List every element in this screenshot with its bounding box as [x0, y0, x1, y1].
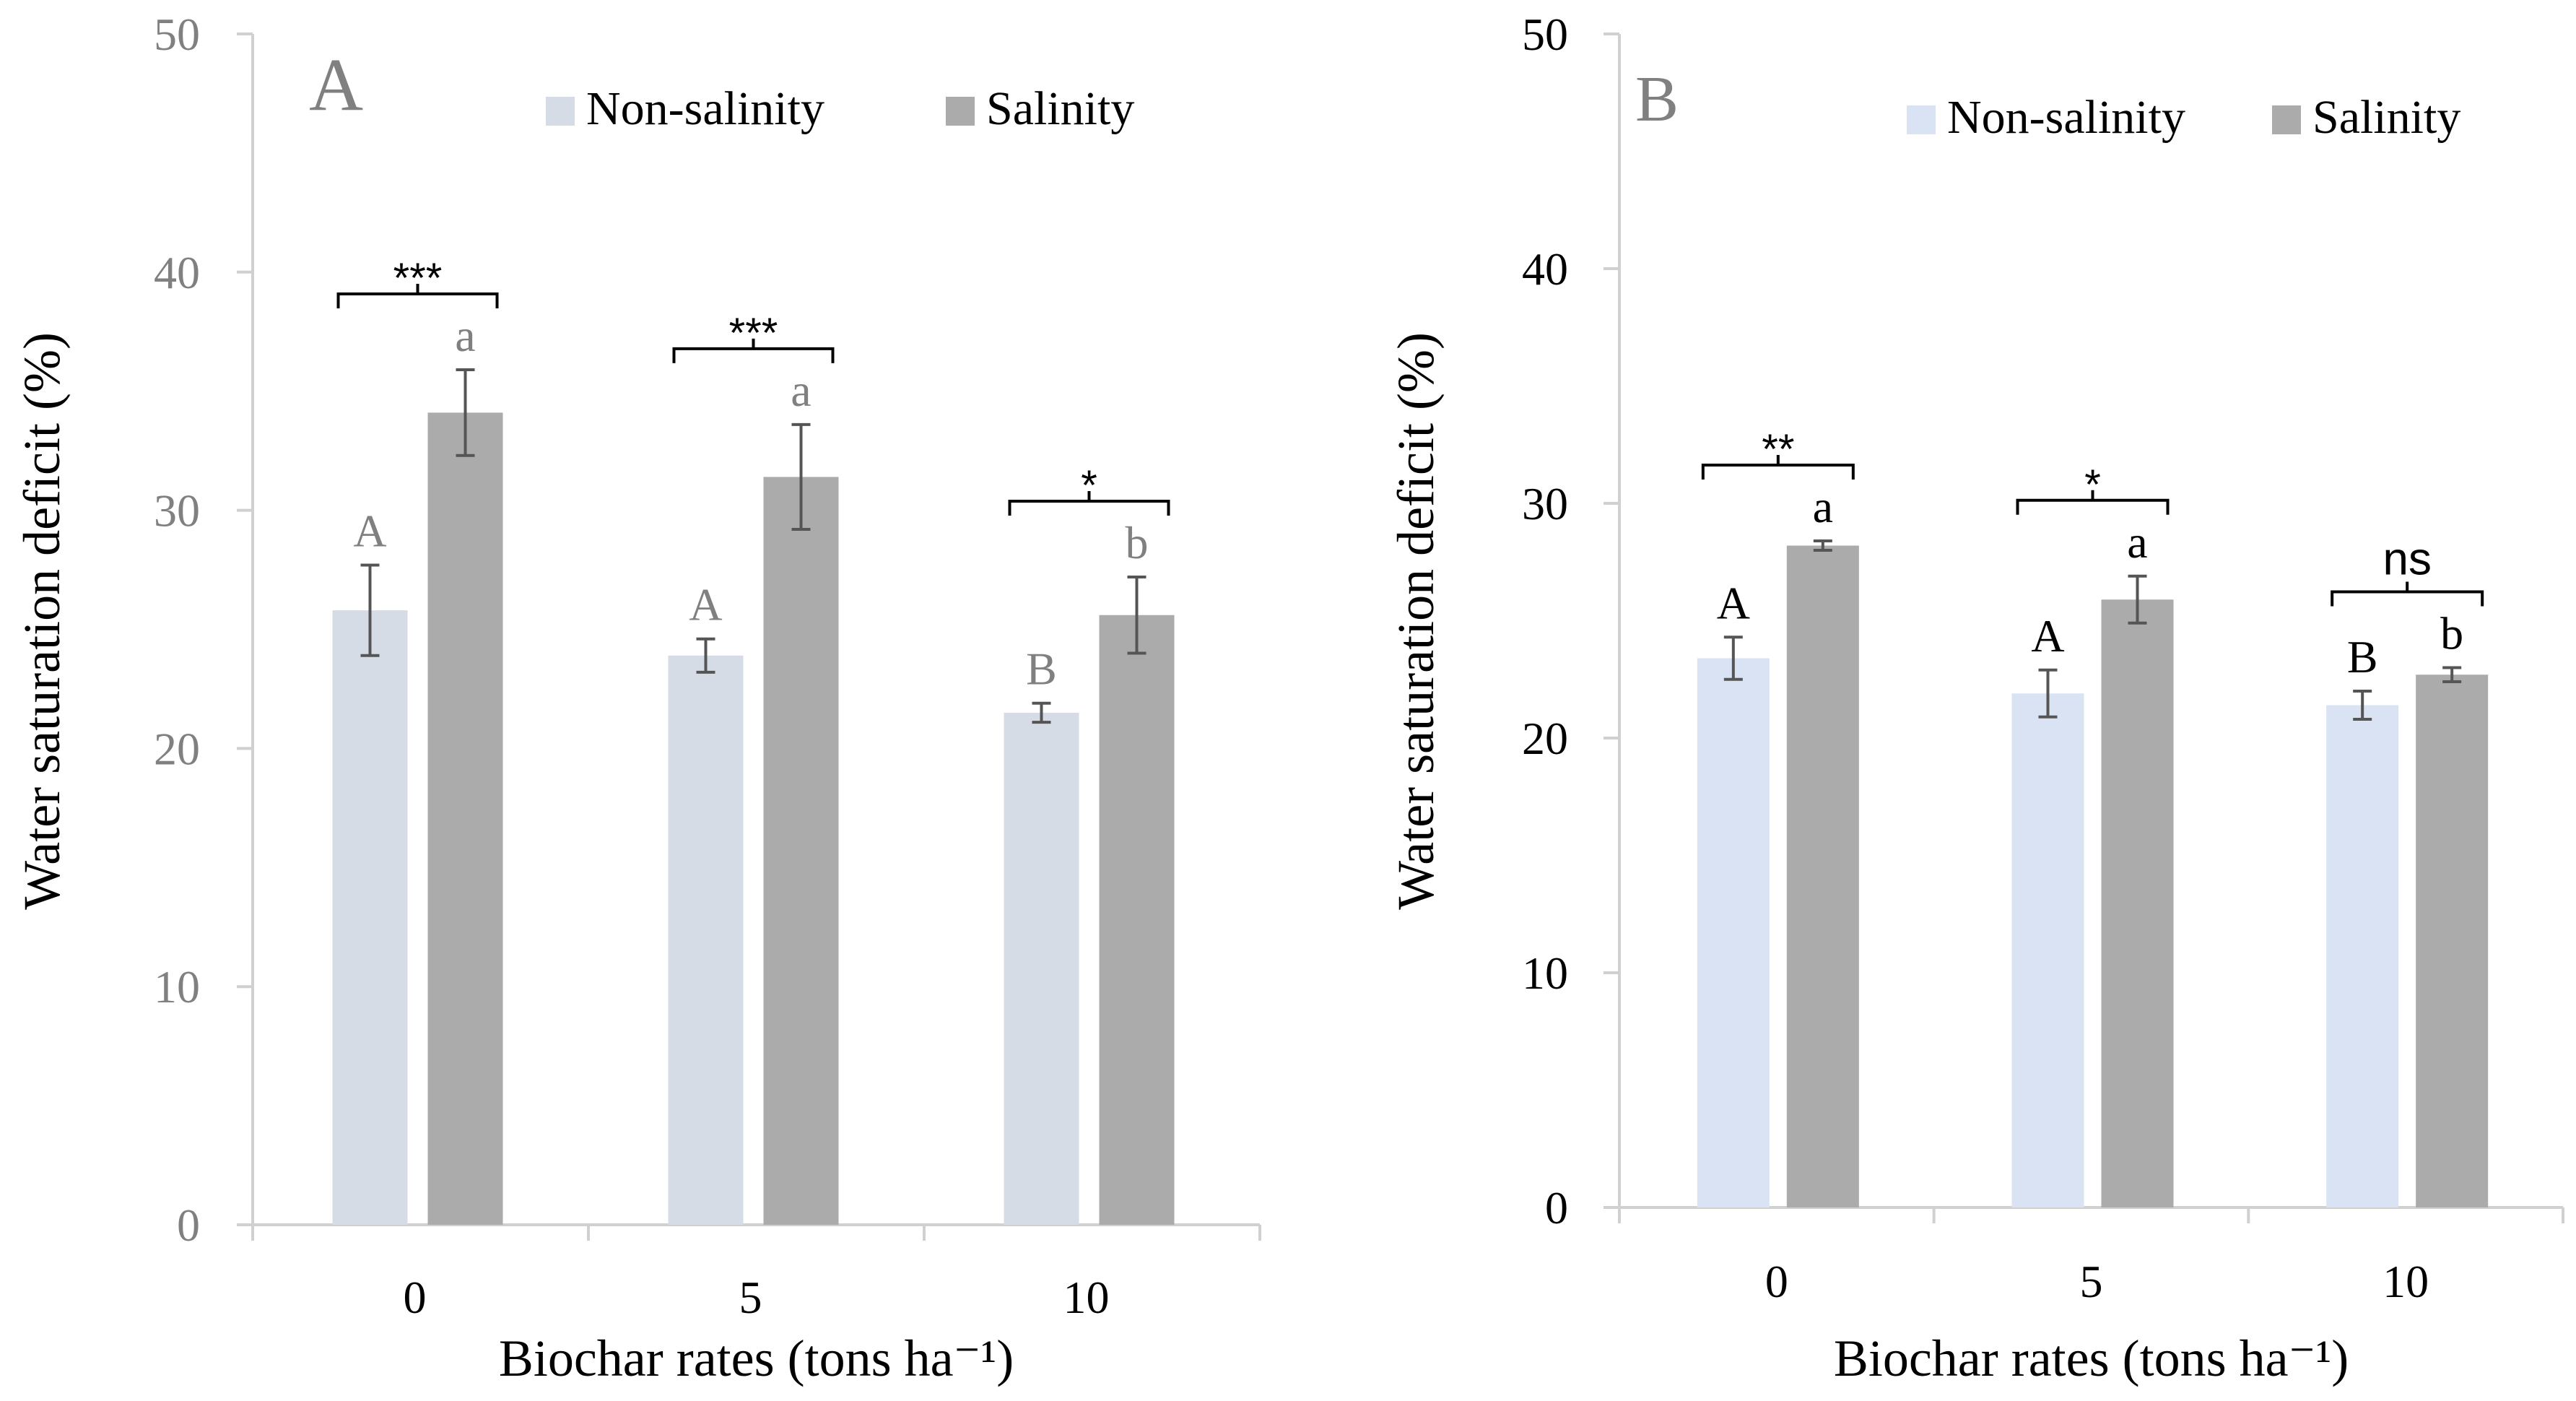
panel-a-significance-stars: *** [729, 310, 778, 357]
panel-a-y-tick-label: 20 [154, 723, 200, 774]
panel-b-legend-swatch-non-salinity [1907, 105, 1936, 134]
panel-a-significance-bracket [1008, 490, 1170, 516]
panel-a-significance-bracket [336, 284, 499, 309]
panel-b-significance-letter: A [2031, 610, 2064, 662]
panel-a-significance-stars: *** [393, 255, 443, 302]
panel-b-x-tick-label: 0 [1765, 1256, 1788, 1307]
panel-b-panel-label: B [1635, 64, 1679, 135]
panel-b-legend-swatch-salinity [2272, 105, 2301, 134]
panel-a-y-tick-label: 50 [154, 9, 200, 60]
panel-a-bar-non-salinity [332, 610, 408, 1225]
panel-b-significance-letter: a [2127, 516, 2147, 568]
panel-a-bar-non-salinity [668, 655, 744, 1225]
panel-b-y-tick-label: 20 [1522, 713, 1568, 764]
panel-a-legend-label: Non-salinity [586, 82, 824, 135]
panel-b-x-tick-label: 10 [2383, 1256, 2429, 1307]
panel-a-significance-letter: A [353, 505, 386, 556]
panel-a-x-tick-label: 0 [404, 1272, 427, 1323]
panel-a-legend-swatch-non-salinity [546, 97, 575, 126]
panel-a-significance-letter: a [791, 365, 811, 416]
panel-b-significance-bracket [1701, 455, 1855, 480]
panel-b-significance-stars: ns [2383, 533, 2432, 585]
panel-a-significance-bracket [672, 338, 835, 363]
panel-a-significance-letter: a [455, 310, 475, 361]
panel-b-significance-stars: * [2084, 461, 2101, 508]
panel-b-bar-non-salinity [2326, 705, 2399, 1207]
panel-a-y-tick-label: 0 [177, 1200, 200, 1251]
panel-b-bar-salinity [2416, 675, 2489, 1207]
panel-b-significance-bracket [2331, 581, 2484, 607]
panel-a-y-axis-title: Water saturation deficit (%) [13, 332, 71, 910]
panel-a-y-tick-label: 30 [154, 485, 200, 537]
panel-a-bar-salinity [1099, 615, 1175, 1225]
panel-b-x-tick-label: 5 [2080, 1256, 2103, 1307]
panel-a-legend-swatch-salinity [946, 97, 975, 126]
panel-a-bar-non-salinity [1004, 712, 1079, 1225]
panel-b-bar-salinity [2101, 599, 2174, 1207]
panel-b-significance-bracket [2016, 490, 2170, 515]
panel-b-y-axis-title: Water saturation deficit (%) [1387, 332, 1445, 910]
panel-b-significance-letter: a [1813, 481, 1833, 532]
panel-a-significance-letter: b [1126, 517, 1149, 568]
panel-b-significance-stars: ** [1762, 426, 1794, 473]
panel-b-legend-label: Salinity [2312, 91, 2460, 144]
panel-b-bar-salinity [1786, 545, 1859, 1207]
panel-b-y-tick-label: 0 [1545, 1182, 1568, 1233]
panel-a-significance-stars: * [1081, 462, 1097, 509]
panel-a-bar-salinity [427, 412, 503, 1225]
panel-a-significance-letter: B [1026, 643, 1057, 695]
panel-b-significance-letter: A [1717, 577, 1750, 628]
panel-b-y-tick-label: 50 [1522, 9, 1568, 60]
panel-a-panel-label: A [309, 43, 363, 126]
panel-a-y-tick-label: 10 [154, 961, 200, 1012]
panel-a-y-tick-label: 40 [154, 247, 200, 298]
panel-a-bar-salinity [763, 477, 839, 1225]
panel-b-y-tick-label: 10 [1522, 947, 1568, 999]
panel-b-significance-letter: B [2347, 631, 2378, 682]
panel-b-x-axis-title: Biochar rates (tons ha⁻¹) [1834, 1330, 2349, 1387]
panel-a-x-tick-label: 10 [1063, 1272, 1110, 1323]
panel-b-y-tick-label: 40 [1522, 243, 1568, 295]
panel-a-legend-label: Salinity [986, 82, 1134, 135]
panel-a-x-tick-label: 5 [739, 1272, 762, 1323]
panel-a-significance-letter: A [689, 579, 722, 630]
panel-b-y-tick-label: 30 [1522, 478, 1568, 529]
panel-b-significance-letter: b [2440, 608, 2463, 659]
panel-b-bar-non-salinity [2011, 693, 2084, 1207]
panel-b-bar-non-salinity [1697, 658, 1770, 1207]
panel-b-legend-label: Non-salinity [1947, 91, 2185, 144]
panel-a-x-axis-title: Biochar rates (tons ha⁻¹) [499, 1330, 1014, 1387]
